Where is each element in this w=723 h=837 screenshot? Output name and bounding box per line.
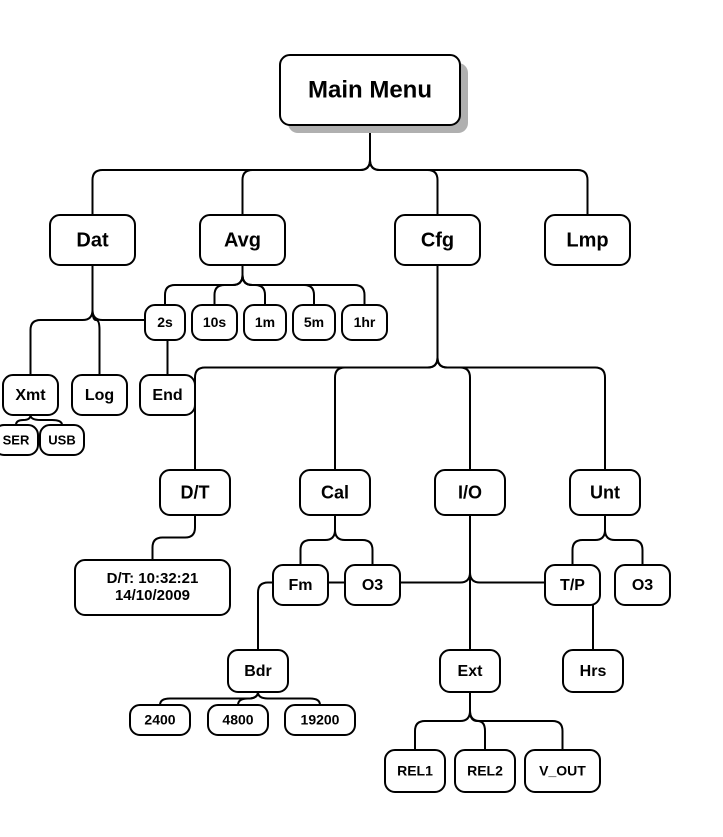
node-label: 2400 (144, 712, 175, 728)
edge (438, 265, 606, 470)
node-xmt: Xmt (3, 375, 58, 415)
node-dat: Dat (50, 215, 135, 265)
node-label: Fm (289, 577, 313, 594)
node-label: D/T (181, 482, 210, 502)
node-r2: REL2 (455, 750, 515, 792)
edge (605, 515, 643, 565)
node-hrs: Hrs (563, 650, 623, 692)
node-o3a: O3 (345, 565, 400, 605)
node-label: SER (3, 432, 30, 447)
node-tp: T/P (545, 565, 600, 605)
node-label: 10s (203, 314, 227, 330)
node-b3: 19200 (285, 705, 355, 735)
node-label: Main Menu (308, 76, 432, 103)
node-log: Log (72, 375, 127, 415)
node-bdr: Bdr (228, 650, 288, 692)
edge (258, 692, 320, 705)
node-a4: 5m (293, 305, 335, 340)
node-label: Cal (321, 482, 349, 502)
node-label: REL2 (467, 763, 503, 779)
edge (301, 515, 336, 565)
node-cfg: Cfg (395, 215, 480, 265)
node-label: 2s (157, 314, 173, 330)
node-a1: 2s (145, 305, 185, 340)
node-label: USB (48, 432, 75, 447)
node-a2: 10s (192, 305, 237, 340)
node-label: 1m (255, 314, 275, 330)
node-lmp: Lmp (545, 215, 630, 265)
edge (335, 515, 373, 565)
node-a5: 1hr (342, 305, 387, 340)
edge (415, 692, 470, 750)
edge (335, 265, 438, 470)
node-label: Unt (590, 482, 620, 502)
node-a3: 1m (244, 305, 286, 340)
node-label: Bdr (244, 663, 272, 680)
edge (573, 515, 606, 565)
node-label: Dat (76, 229, 109, 251)
node-dt: D/T (160, 470, 230, 515)
edge (153, 515, 196, 560)
node-label: End (152, 387, 182, 404)
node-label: REL1 (397, 763, 433, 779)
node-label: 5m (304, 314, 324, 330)
node-label: Xmt (15, 387, 46, 404)
node-root: Main Menu (280, 55, 468, 133)
node-b2: 4800 (208, 705, 268, 735)
edge (16, 415, 31, 425)
node-label: I/O (458, 482, 482, 502)
node-label: 1hr (354, 314, 376, 330)
node-io: I/O (435, 470, 505, 515)
edge (470, 692, 563, 750)
node-label: Cfg (421, 229, 454, 251)
menu-tree-diagram: Main Menu Dat Avg Cfg Lmp 2s 10s 1m 5m 1hr Xmt Log E… (0, 0, 723, 837)
node-label: Ext (458, 663, 484, 680)
node-fm: Fm (273, 565, 328, 605)
node-o3b: O3 (615, 565, 670, 605)
node-label: V_OUT (539, 763, 586, 779)
node-avg: Avg (200, 215, 285, 265)
node-b1: 2400 (130, 705, 190, 735)
node-label: T/P (560, 577, 585, 594)
node-ser: SER (0, 425, 38, 455)
edge (243, 125, 371, 215)
node-label: O3 (632, 577, 653, 594)
edge (243, 265, 365, 305)
node-label: 14/10/2009 (115, 587, 190, 604)
node-end: End (140, 375, 195, 415)
node-label: Log (85, 387, 114, 404)
edge (31, 415, 63, 425)
node-r1: REL1 (385, 750, 445, 792)
node-label: Lmp (566, 229, 608, 251)
node-unt: Unt (570, 470, 640, 515)
node-label: Avg (224, 229, 261, 251)
node-usb: USB (40, 425, 84, 455)
node-label: O3 (362, 577, 383, 594)
node-label: D/T: 10:32:21 (107, 570, 199, 587)
edge (370, 125, 588, 215)
node-cal: Cal (300, 470, 370, 515)
node-label: 19200 (301, 712, 340, 728)
node-ext: Ext (440, 650, 500, 692)
edge (31, 265, 93, 375)
node-dtval: D/T: 10:32:2114/10/2009 (75, 560, 230, 615)
node-r3: V_OUT (525, 750, 600, 792)
node-label: 4800 (222, 712, 253, 728)
node-label: Hrs (580, 663, 607, 680)
